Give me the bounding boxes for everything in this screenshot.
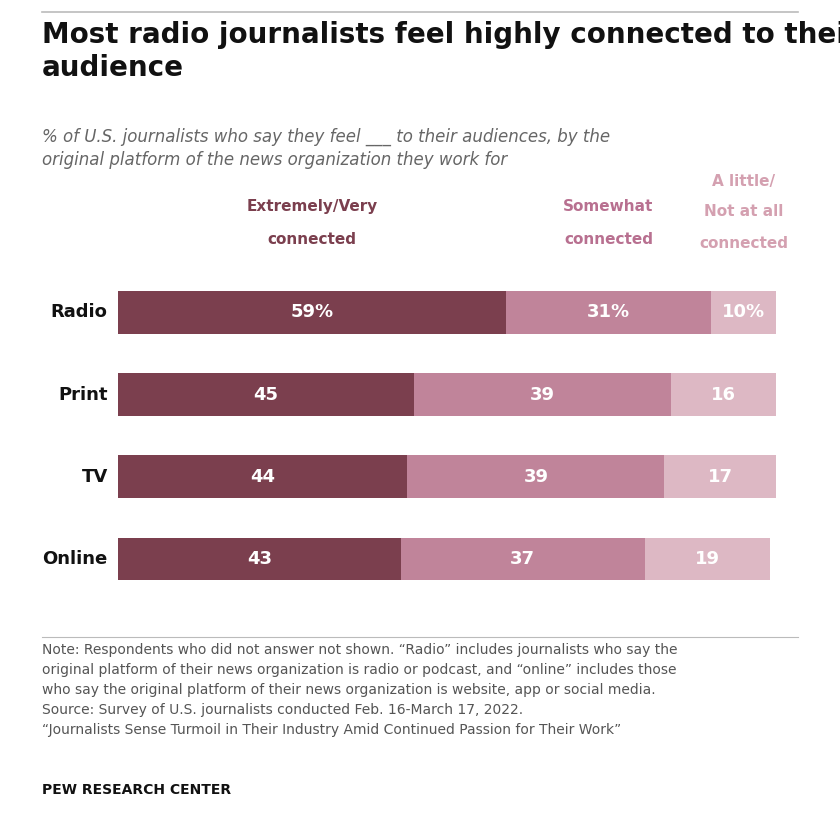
Bar: [671, 373, 776, 416]
Bar: [118, 455, 407, 498]
Text: Not at all: Not at all: [704, 205, 783, 219]
Text: A little/: A little/: [712, 174, 775, 189]
Text: connected: connected: [699, 236, 788, 251]
Text: Print: Print: [58, 386, 108, 404]
Text: 44: 44: [250, 468, 275, 486]
Text: 45: 45: [254, 386, 278, 404]
Bar: [401, 538, 644, 580]
Text: 10%: 10%: [722, 303, 765, 321]
Text: TV: TV: [81, 468, 108, 486]
Bar: [711, 291, 776, 334]
Text: Most radio journalists feel highly connected to their
audience: Most radio journalists feel highly conne…: [42, 21, 840, 82]
Bar: [118, 291, 507, 334]
Bar: [407, 455, 664, 498]
Text: 43: 43: [247, 550, 272, 568]
Text: Radio: Radio: [51, 303, 108, 321]
Text: 39: 39: [530, 386, 555, 404]
Text: 59%: 59%: [291, 303, 333, 321]
Text: 39: 39: [523, 468, 549, 486]
Text: 16: 16: [711, 386, 736, 404]
Text: 37: 37: [510, 550, 535, 568]
Text: % of U.S. journalists who say they feel ___ to their audiences, by the
original : % of U.S. journalists who say they feel …: [42, 127, 610, 169]
Text: PEW RESEARCH CENTER: PEW RESEARCH CENTER: [42, 783, 231, 797]
Text: connected: connected: [267, 232, 356, 247]
Bar: [414, 373, 671, 416]
Text: Somewhat: Somewhat: [564, 199, 654, 214]
Text: Note: Respondents who did not answer not shown. “Radio” includes journalists who: Note: Respondents who did not answer not…: [42, 643, 678, 737]
Bar: [644, 538, 769, 580]
Text: connected: connected: [564, 232, 653, 247]
Text: 31%: 31%: [587, 303, 630, 321]
Bar: [118, 373, 414, 416]
Bar: [507, 291, 711, 334]
Bar: [664, 455, 776, 498]
Text: 17: 17: [708, 468, 733, 486]
Text: 19: 19: [695, 550, 720, 568]
Text: Extremely/Very: Extremely/Very: [246, 199, 377, 214]
Bar: [118, 538, 401, 580]
Text: Online: Online: [43, 550, 108, 568]
